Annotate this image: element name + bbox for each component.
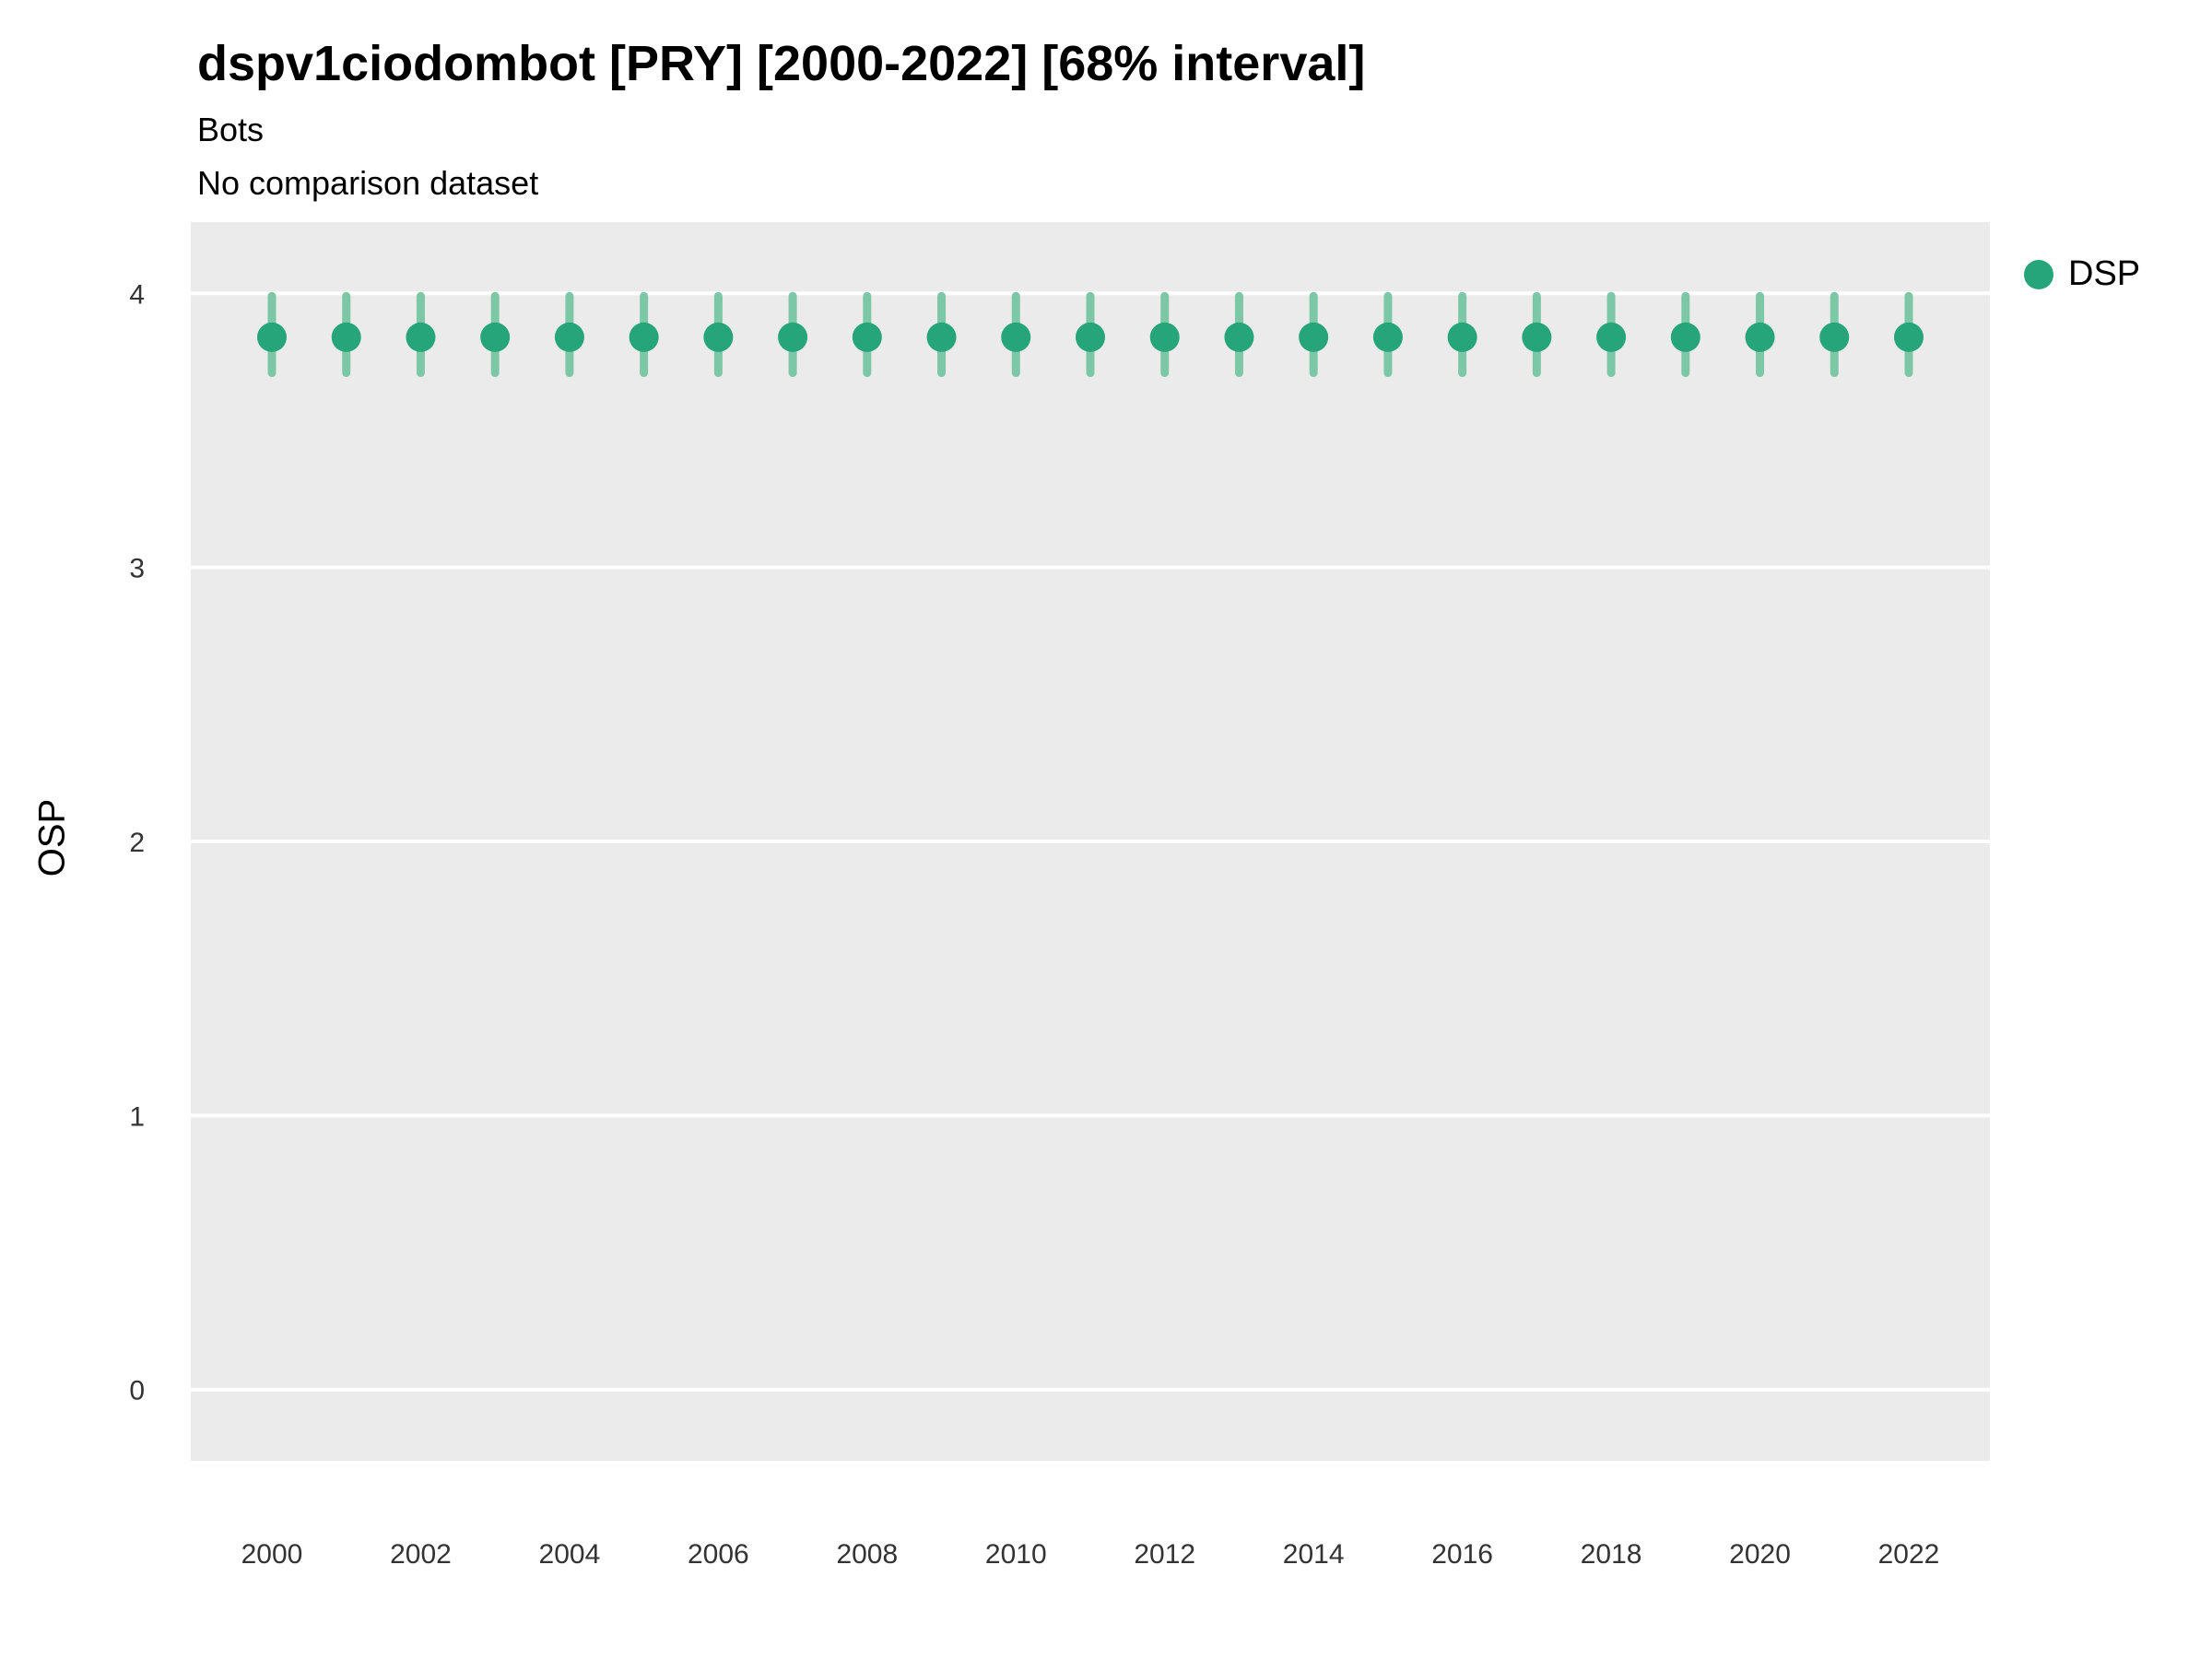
point-estimate xyxy=(1447,322,1477,352)
point-estimate xyxy=(480,322,511,352)
y-tick-label: 1 xyxy=(129,1101,145,1132)
point-estimate xyxy=(1224,322,1254,352)
point-estimate xyxy=(1670,322,1700,352)
legend: DSP xyxy=(2024,254,2140,294)
point-estimate xyxy=(1149,322,1180,352)
x-tick-label: 2006 xyxy=(688,1539,749,1570)
comparison-note: No comparison dataset xyxy=(197,164,539,202)
legend-label: DSP xyxy=(2068,254,2141,293)
point-estimate xyxy=(629,322,659,352)
point-estimate xyxy=(1001,322,1031,352)
point-estimate xyxy=(1894,322,1924,352)
chart-subtitle: Bots xyxy=(197,111,265,148)
x-tick-label: 2002 xyxy=(390,1539,452,1570)
y-tick-label: 2 xyxy=(129,828,145,858)
point-estimate xyxy=(1596,322,1627,352)
x-tick-label: 2022 xyxy=(1878,1539,1940,1570)
x-tick-label: 2018 xyxy=(1581,1539,1642,1570)
x-tick-label: 2000 xyxy=(241,1539,303,1570)
point-estimate xyxy=(1372,322,1403,352)
point-estimate xyxy=(1522,322,1552,352)
point-estimate xyxy=(1745,322,1775,352)
point-estimate xyxy=(1299,322,1329,352)
x-tick-label: 2012 xyxy=(1134,1539,1195,1570)
x-tick-label: 2014 xyxy=(1283,1539,1345,1570)
y-tick-label: 4 xyxy=(129,279,145,310)
point-estimate xyxy=(257,322,287,352)
legend-dot-icon xyxy=(2024,259,2053,289)
point-estimate xyxy=(554,322,584,352)
x-tick-label: 2016 xyxy=(1431,1539,1493,1570)
point-estimate xyxy=(331,322,361,352)
x-tick-label: 2008 xyxy=(836,1539,898,1570)
point-estimate xyxy=(406,322,436,352)
point-estimate xyxy=(778,322,808,352)
point-estimate xyxy=(926,322,957,352)
point-estimate xyxy=(703,322,734,352)
x-tick-label: 2010 xyxy=(985,1539,1047,1570)
chart-title: dspv1ciodombot [PRY] [2000-2022] [68% in… xyxy=(197,36,1366,91)
y-tick-label: 0 xyxy=(129,1376,145,1406)
x-tick-label: 2004 xyxy=(539,1539,601,1570)
y-tick-label: 3 xyxy=(129,554,145,584)
point-estimate xyxy=(1076,322,1105,352)
point-estimate xyxy=(852,322,882,352)
x-tick-label: 2020 xyxy=(1729,1539,1791,1570)
point-estimate xyxy=(1819,322,1850,352)
